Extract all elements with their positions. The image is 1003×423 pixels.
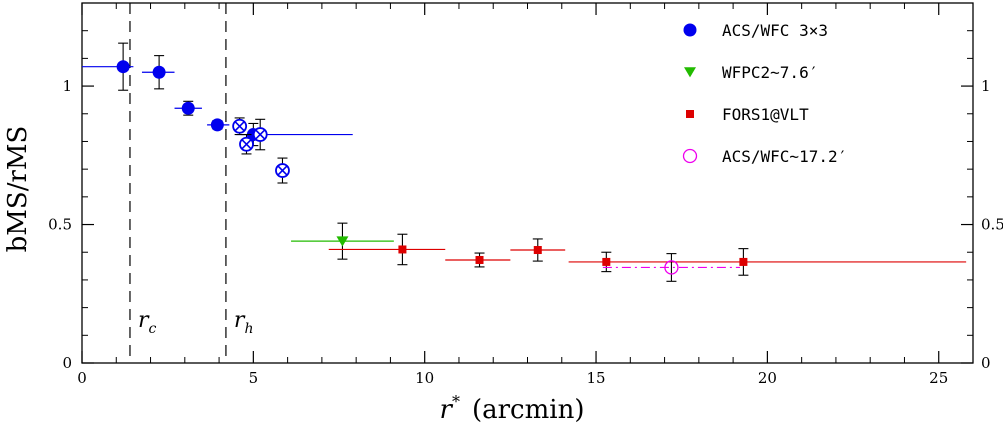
plot-frame bbox=[81, 2, 974, 364]
x-axis-unit: (arcmin) bbox=[472, 395, 585, 423]
x-axis-superscript: * bbox=[452, 392, 460, 411]
axis-ticks: 0 5 10 15 20 250 00.5 0.51 1 bbox=[48, 3, 1003, 387]
data-point bbox=[739, 257, 748, 266]
data-point-cross bbox=[241, 138, 252, 150]
reference-line-subscript: h bbox=[244, 321, 253, 337]
data-point bbox=[398, 245, 407, 254]
y-tick-label-right: 0 bbox=[981, 354, 991, 372]
x-tick-label: 15 bbox=[586, 369, 605, 387]
reference-line-label: rc bbox=[138, 308, 157, 337]
x-axis-symbol: r bbox=[440, 395, 454, 423]
series-group bbox=[328, 233, 967, 276]
data-point bbox=[152, 65, 166, 79]
data-point bbox=[533, 246, 542, 255]
legend-label: ACS/WFC~17.2′ bbox=[722, 147, 847, 166]
y-tick-label-right: 1 bbox=[981, 77, 991, 95]
y-axis-label: bMS/rMS bbox=[3, 126, 33, 253]
x-tick-label: 20 bbox=[758, 369, 777, 387]
legend-marker bbox=[684, 67, 696, 78]
reference-line-label: rh bbox=[234, 308, 254, 337]
data-point bbox=[602, 257, 611, 266]
data-point bbox=[664, 260, 679, 275]
legend-marker bbox=[683, 23, 697, 37]
y-tick-label: 0 bbox=[62, 354, 72, 372]
reference-line-symbol: r bbox=[138, 308, 150, 333]
x-tick-label: 10 bbox=[415, 369, 434, 387]
series-group bbox=[82, 42, 353, 147]
x-tick-label: 25 bbox=[929, 369, 948, 387]
data-point-cross bbox=[277, 165, 288, 176]
reference-lines: rc rh bbox=[129, 3, 254, 363]
y-tick-label: 0.5 bbox=[48, 216, 72, 234]
data-point bbox=[475, 255, 484, 264]
legend-label: FORS1@VLT bbox=[722, 105, 809, 124]
data-point bbox=[336, 236, 349, 247]
legend: ACS/WFC 3×3 WFPC2~7.6′ FORS1@VLT ACS/WFC~17… bbox=[682, 21, 847, 166]
data-point bbox=[116, 60, 130, 74]
data-point-cross bbox=[254, 129, 266, 140]
series-group bbox=[291, 222, 394, 260]
y-tick-label: 1 bbox=[62, 77, 72, 95]
legend-marker bbox=[686, 110, 694, 118]
reference-line-symbol: r bbox=[234, 308, 246, 333]
series-group bbox=[602, 253, 740, 282]
legend-label: ACS/WFC 3×3 bbox=[722, 21, 828, 40]
y-tick-label-right: 0.5 bbox=[981, 216, 1003, 234]
reference-line-subscript: c bbox=[149, 321, 157, 337]
data-point bbox=[181, 101, 195, 115]
x-tick-label: 5 bbox=[249, 369, 259, 387]
x-axis-label: r* (arcmin) bbox=[440, 392, 585, 423]
legend-marker bbox=[682, 148, 698, 164]
data-marks bbox=[82, 42, 967, 282]
data-point-cross bbox=[234, 120, 245, 132]
legend-label: WFPC2~7.6′ bbox=[722, 63, 818, 82]
x-tick-label: 0 bbox=[77, 369, 87, 387]
series-group bbox=[232, 117, 290, 184]
data-point bbox=[210, 118, 224, 132]
